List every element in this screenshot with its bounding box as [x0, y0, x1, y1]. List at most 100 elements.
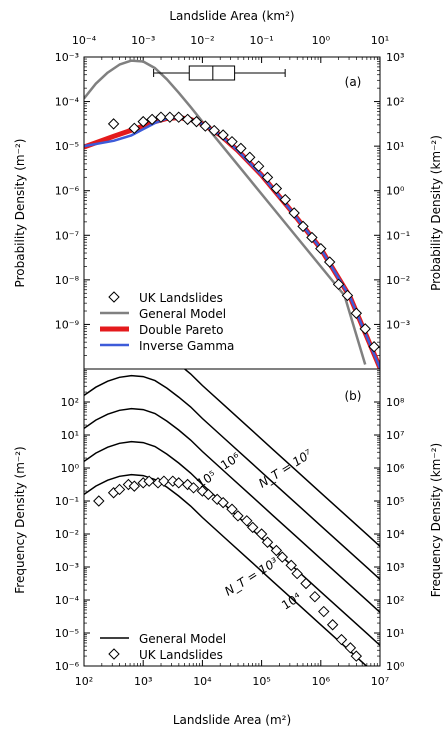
- uk-landslide-point: [318, 605, 330, 618]
- uk-landslide-point: [288, 207, 300, 219]
- uk-landslide-point: [335, 633, 348, 646]
- tick-label: 10¹: [61, 429, 79, 442]
- general-model-curve: [183, 369, 380, 548]
- uk-landslide-point: [173, 111, 185, 123]
- uk-landslide-point: [350, 650, 363, 662]
- panel-b-right-ylabel: Frequency Density (km⁻²): [429, 443, 443, 597]
- legend-uk-landslides-b: UK Landslides: [139, 648, 223, 662]
- uk-landslide-point: [297, 220, 309, 233]
- uk-landslide-point: [285, 559, 297, 572]
- panel-b-left-ticks: 10⁻⁶ 10⁻⁵ 10⁻⁴ 10⁻³ 10⁻² 10⁻¹ 10⁰ 10¹ 10²: [55, 368, 90, 673]
- general-model-curve: [84, 440, 380, 647]
- panel-b-legend: General Model UK Landslides: [100, 632, 226, 662]
- tick-label: 10³: [386, 51, 404, 64]
- tick-label: 10¹: [386, 140, 404, 153]
- panel-a-plot: [84, 59, 380, 369]
- tick-label: 10⁵: [252, 675, 270, 688]
- tick-label: 10²: [386, 594, 404, 607]
- uk-landslide-point: [344, 642, 357, 654]
- tick-label: 10⁻³: [131, 34, 155, 47]
- top-x-axis-label: Landslide Area (km²): [169, 9, 294, 23]
- uk-landslide-point: [279, 193, 291, 206]
- tick-label: 10⁻⁴: [72, 34, 97, 47]
- uk-landslide-point: [217, 129, 229, 141]
- uk-landslide-point: [146, 113, 158, 126]
- tick-label: 10⁴: [193, 675, 212, 688]
- box: [188, 65, 236, 81]
- panel-b-right-ticks: 10⁰ 10¹ 10² 10³ 10⁴ 10⁵ 10⁶ 10⁷ 10⁸: [374, 368, 405, 673]
- uk-landslide-point: [332, 278, 345, 291]
- uk-landslide-point: [199, 120, 212, 132]
- panel-a-right-ticks: 10⁻³ 10⁻² 10⁻¹ 10⁰ 10¹ 10² 10³: [374, 51, 410, 370]
- tick-label: 10²: [61, 396, 79, 409]
- tick-label: 10⁻⁵: [55, 627, 79, 640]
- tick-label: 10⁻²: [190, 34, 214, 47]
- uk-landslide-point: [217, 496, 229, 509]
- uk-landslide-point: [155, 111, 167, 123]
- panel-a-frame: [83, 56, 381, 370]
- uk-landslide-point: [247, 521, 259, 534]
- uk-landslide-point: [208, 124, 220, 137]
- general-model-curve: [84, 407, 380, 614]
- legend-general-model-b: General Model: [139, 632, 226, 646]
- uk-landslide-point: [187, 482, 200, 494]
- tick-label: 10¹: [371, 34, 389, 47]
- tick-label: 10⁻³: [386, 318, 410, 331]
- uk-landslide-point: [113, 483, 126, 496]
- uk-landslide-point: [252, 160, 265, 172]
- uk-landslide-point: [306, 231, 318, 244]
- panel-a-label: (a): [345, 75, 362, 89]
- uk-landslide-point: [368, 341, 380, 353]
- tick-label: 10²: [75, 675, 93, 688]
- curve-label-nt-1e4: 10⁴: [279, 590, 304, 613]
- uk-landslide-point: [232, 510, 244, 522]
- tick-label: 10⁴: [386, 528, 405, 541]
- uk-landslide-point: [326, 619, 339, 631]
- general-model-curve: [84, 473, 368, 666]
- tick-label: 10⁰: [61, 462, 80, 475]
- tick-label: 10⁷: [371, 675, 389, 688]
- curve-label-nt-1e7: N_T = 10⁷: [256, 447, 315, 491]
- uk-landslide-point: [261, 536, 274, 548]
- uk-landslide-point: [128, 480, 141, 492]
- tick-label: 10⁰: [312, 34, 331, 47]
- tick-label: 10³: [386, 561, 404, 574]
- tick-label: 10⁻⁵: [55, 140, 79, 153]
- uk-landslide-point: [128, 122, 141, 135]
- legend-diamond-marker-b: [108, 648, 120, 660]
- panel-a-legend: UK Landslides General Model Double Paret…: [100, 291, 234, 353]
- legend-inverse-gamma: Inverse Gamma: [139, 339, 234, 353]
- panel-b-plot: [84, 369, 380, 666]
- uk-landslide-point: [323, 256, 336, 268]
- uk-landslide-point: [181, 113, 194, 126]
- panel-b-frame: [83, 368, 381, 667]
- legend-general-model: General Model: [139, 307, 226, 321]
- uk-landslide-point: [341, 289, 354, 302]
- tick-label: 10⁻¹: [55, 495, 79, 508]
- uk-landslide-point: [359, 323, 371, 335]
- uk-landslide-point: [244, 151, 256, 163]
- tick-label: 10⁻⁸: [55, 274, 80, 287]
- uk-landslide-point: [202, 488, 215, 501]
- uk-landslide-point: [291, 567, 303, 580]
- general-model-line: [84, 59, 367, 365]
- uk-landslide-point: [190, 115, 203, 128]
- uk-landslide-point: [107, 118, 120, 130]
- legend-double-pareto: Double Pareto: [139, 323, 224, 337]
- uk-landslide-point: [226, 503, 238, 515]
- panel-a-right-ylabel: Probability Density (km⁻²): [429, 135, 443, 291]
- uk-landslide-point: [164, 111, 176, 123]
- panel-b-bottom-ticks: 10² 10³ 10⁴ 10⁵ 10⁶ 10⁷: [75, 660, 389, 688]
- uk-landslide-point: [173, 477, 185, 489]
- tick-label: 10⁻³: [55, 561, 79, 574]
- panel-a-left-ylabel: Probability Density (m⁻²): [13, 139, 27, 288]
- tick-label: 10⁻¹: [386, 229, 410, 242]
- uk-landslide-point: [226, 135, 238, 148]
- tick-label: 10⁷: [386, 429, 404, 442]
- uk-landslide-point: [241, 515, 253, 527]
- uk-landslide-point: [255, 528, 268, 540]
- tick-label: 10⁰: [386, 185, 405, 198]
- bottom-x-axis-label: Landslide Area (m²): [173, 713, 291, 727]
- tick-label: 10⁻³: [55, 51, 79, 64]
- uk-landslide-point: [315, 242, 327, 255]
